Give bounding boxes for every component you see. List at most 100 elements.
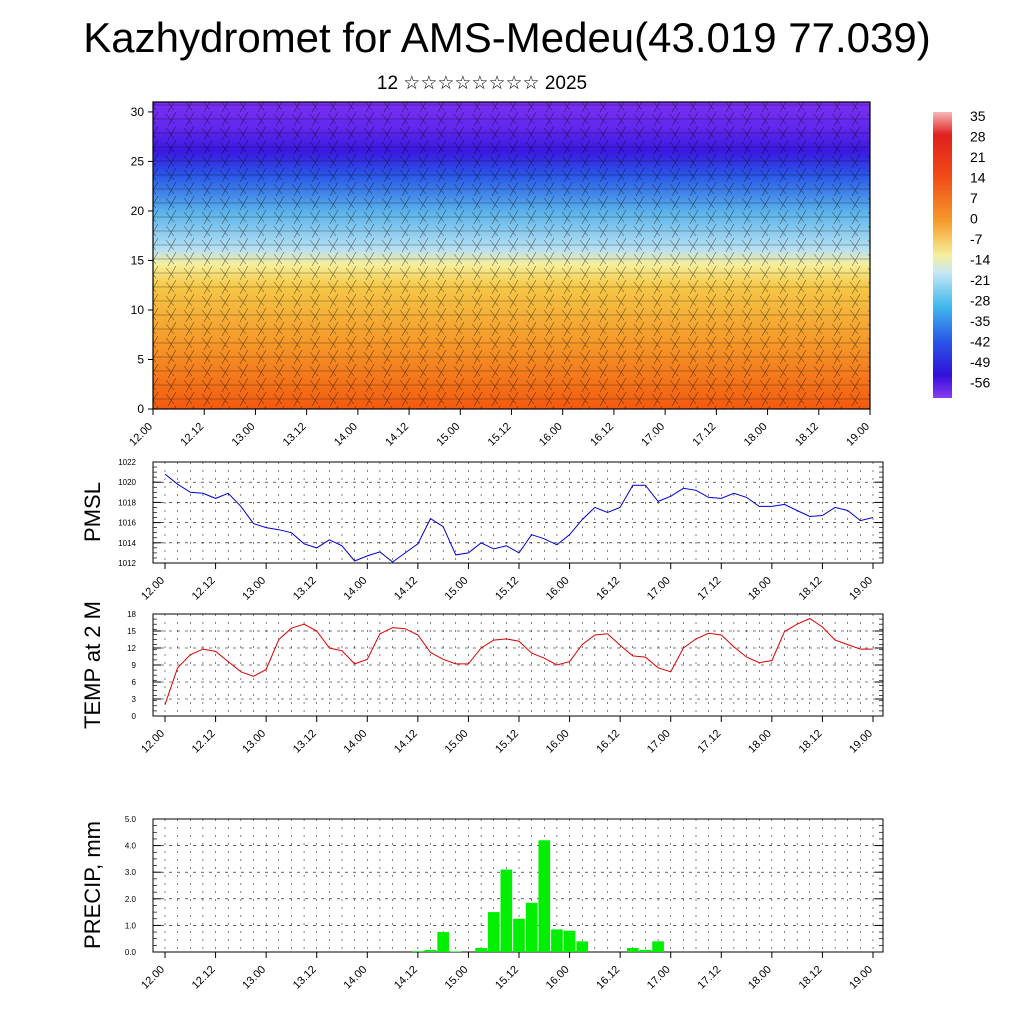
pmsl-series-line xyxy=(164,473,874,563)
precip-bar xyxy=(551,929,563,952)
x-tick-label: 18.00 xyxy=(746,575,774,603)
x-tick-label: 16.12 xyxy=(594,728,622,756)
precip-bars xyxy=(412,840,664,952)
section-panel: 0 5 10 15 20 25 30 12.00 12.12 13.00 13.12 14.00 14… xyxy=(127,101,872,449)
x-tick-label: 12.00 xyxy=(139,964,167,992)
precip-grid xyxy=(153,818,883,953)
precip-bar xyxy=(500,869,513,952)
precip-bar xyxy=(424,949,437,952)
precip-bar xyxy=(487,912,500,952)
x-tick-label: 13.12 xyxy=(291,964,319,992)
x-tick-label: 13.12 xyxy=(291,575,319,603)
precip-y-axis: 0.0 1.0 2.0 3.0 4.0 5.0 xyxy=(125,815,883,957)
x-tick-label: 16.12 xyxy=(588,421,616,449)
y-tick-label: 2.0 xyxy=(125,895,137,904)
y-tick-label: 20 xyxy=(131,204,145,218)
y-tick-label: 5 xyxy=(137,352,144,366)
precip-bar xyxy=(576,941,589,952)
colorbar-label: 7 xyxy=(970,190,978,206)
x-tick-label: 16.00 xyxy=(544,728,572,756)
y-tick-label: 1014 xyxy=(118,539,136,548)
precip-bar xyxy=(412,951,424,952)
colorbar-label: -21 xyxy=(970,272,990,288)
y-tick-label: 1016 xyxy=(118,519,136,528)
y-tick-label: 10 xyxy=(131,303,145,317)
colorbar-label: 0 xyxy=(970,211,978,227)
x-tick-label: 18.12 xyxy=(797,728,825,756)
precip-bar xyxy=(513,918,525,952)
x-tick-label: 13.12 xyxy=(281,421,309,449)
x-tick-label: 12.12 xyxy=(190,728,218,756)
y-tick-label: 9 xyxy=(132,661,137,670)
colorbar-label: 21 xyxy=(970,149,986,165)
y-tick-label: 1022 xyxy=(118,458,136,467)
precip-bar xyxy=(639,949,652,952)
temp-y-axis: 0 3 6 9 12 15 18 xyxy=(127,610,883,721)
temp-frame xyxy=(152,613,884,717)
x-tick-label: 12.00 xyxy=(127,421,155,449)
section-x-axis: 12.00 12.12 13.00 13.12 14.00 14.12 15.00 15.12… xyxy=(127,409,872,449)
precip-bar xyxy=(525,902,538,952)
x-tick-label: 19.00 xyxy=(844,421,872,449)
temp-x-axis: 12.00 12.12 13.00 13.12 14.00 14.12 15.00 15.12… xyxy=(139,716,875,756)
x-tick-label: 13.00 xyxy=(240,728,268,756)
x-tick-label: 18.00 xyxy=(746,728,774,756)
y-tick-label: 0.0 xyxy=(125,948,137,957)
x-tick-label: 14.00 xyxy=(332,421,360,449)
y-tick-label: 15 xyxy=(127,627,136,636)
pmsl-grid xyxy=(153,461,883,564)
x-tick-label: 18.00 xyxy=(742,421,770,449)
x-tick-label: 17.00 xyxy=(645,575,673,603)
temp-y-label: TEMP at 2 M xyxy=(80,601,105,729)
x-tick-label: 14.00 xyxy=(341,964,369,992)
pmsl-panel: 1012 1014 1016 1018 1020 1022 12.00 12.12 13.00… xyxy=(80,458,884,603)
precip-bar xyxy=(563,930,576,952)
precip-bar xyxy=(449,951,462,952)
y-tick-label: 1012 xyxy=(118,559,136,568)
colorbar-label: 35 xyxy=(970,108,986,124)
x-tick-label: 19.00 xyxy=(847,964,875,992)
colorbar-label: 28 xyxy=(970,129,986,145)
pmsl-frame xyxy=(152,461,884,564)
x-tick-label: 15.12 xyxy=(493,964,521,992)
colorbar-label: -7 xyxy=(970,231,983,247)
colorbar-label: -28 xyxy=(970,293,990,309)
x-tick-label: 19.00 xyxy=(847,728,875,756)
chart-subtitle: 12 ☆☆☆☆☆☆☆☆ 2025 xyxy=(376,73,588,94)
temp-grid xyxy=(153,613,883,717)
precip-bar xyxy=(437,932,449,952)
y-tick-label: 0 xyxy=(132,712,137,721)
temp-series-line xyxy=(164,617,873,705)
x-tick-label: 13.00 xyxy=(240,964,268,992)
x-tick-label: 15.12 xyxy=(486,421,514,449)
x-tick-label: 19.00 xyxy=(847,575,875,603)
section-y-axis: 0 5 10 15 20 25 30 xyxy=(131,105,153,416)
y-tick-label: 1.0 xyxy=(125,921,137,930)
colorbar-ramp xyxy=(933,112,952,398)
x-tick-label: 14.12 xyxy=(392,575,420,603)
x-tick-label: 12.12 xyxy=(190,964,218,992)
chart-title: Kazhydromet for AMS-Medeu(43.019 77.039) xyxy=(83,14,931,61)
x-tick-label: 13.12 xyxy=(291,728,319,756)
x-tick-label: 14.12 xyxy=(392,728,420,756)
x-tick-label: 15.12 xyxy=(493,575,521,603)
x-tick-label: 18.12 xyxy=(797,575,825,603)
x-tick-label: 14.12 xyxy=(392,964,420,992)
pmsl-y-axis: 1012 1014 1016 1018 1020 1022 xyxy=(118,458,883,568)
y-tick-label: 3.0 xyxy=(125,868,137,877)
x-tick-label: 15.00 xyxy=(443,964,471,992)
colorbar-label: -42 xyxy=(970,334,990,350)
x-tick-label: 15.12 xyxy=(493,728,521,756)
x-tick-label: 13.00 xyxy=(240,575,268,603)
x-tick-label: 15.00 xyxy=(443,728,471,756)
x-tick-label: 16.12 xyxy=(594,964,622,992)
x-tick-label: 17.12 xyxy=(695,728,723,756)
precip-bar xyxy=(538,840,551,952)
colorbar-label: -49 xyxy=(970,354,990,370)
x-tick-label: 16.12 xyxy=(594,575,622,603)
y-tick-label: 15 xyxy=(131,253,145,267)
y-tick-label: 0 xyxy=(137,402,144,416)
x-tick-label: 14.00 xyxy=(341,728,369,756)
pmsl-x-axis: 12.00 12.12 13.00 13.12 14.00 14.12 15.00 15.12… xyxy=(139,563,875,603)
